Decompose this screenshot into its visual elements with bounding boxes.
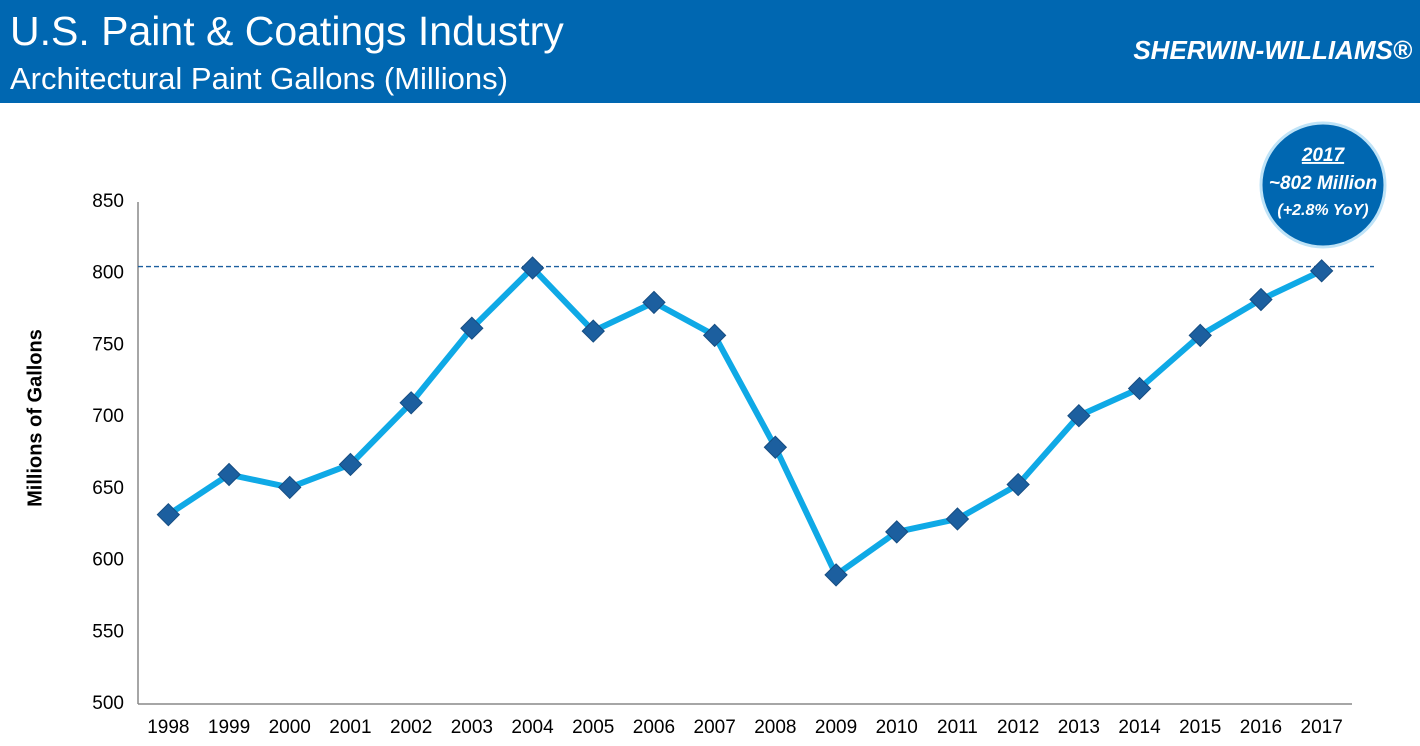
title: U.S. Paint & Coatings Industry [10, 8, 564, 54]
x-tick-label: 2004 [511, 717, 554, 738]
x-tick-label: 1998 [147, 717, 189, 738]
y-tick-label: 800 [92, 263, 124, 284]
data-point [763, 435, 788, 459]
annotation-change: (+2.8% YoY) [1277, 202, 1368, 219]
y-tick-label: 600 [92, 550, 124, 571]
y-tick-label: 850 [92, 191, 124, 212]
y-tick-label: 500 [92, 693, 124, 714]
data-point [217, 462, 241, 487]
x-tick-label: 2003 [451, 717, 493, 738]
header-band [0, 0, 1420, 103]
data-point [642, 290, 666, 315]
data-point [1127, 376, 1152, 401]
y-axis-label: Millions of Gallons [24, 329, 46, 507]
x-tick-label: 2012 [997, 717, 1039, 738]
data-point [1067, 404, 1091, 428]
data-point [581, 319, 605, 343]
x-tick-label: 2015 [1179, 717, 1221, 738]
x-tick-label: 1999 [208, 717, 250, 738]
subtitle: Architectural Paint Gallons (Millions) [10, 61, 508, 96]
x-tick-label: 2005 [572, 717, 614, 738]
x-tick-label: 2009 [815, 717, 857, 738]
annotation-value: ~802 Million [1269, 173, 1377, 194]
x-tick-label: 2006 [633, 717, 675, 738]
y-tick-label: 550 [92, 621, 124, 642]
annotation-bubble [1259, 121, 1387, 249]
data-point [1309, 259, 1334, 283]
data-point [824, 563, 848, 587]
data-point [460, 316, 484, 340]
data-point [1006, 472, 1030, 497]
x-tick-label: 2007 [694, 717, 736, 738]
x-tick-label: 2008 [754, 717, 796, 738]
x-tick-label: 2011 [937, 717, 978, 738]
data-point [278, 475, 302, 500]
data-point [885, 520, 909, 544]
data-point [1188, 323, 1212, 348]
data-point [156, 502, 181, 527]
x-tick-label: 2017 [1301, 717, 1343, 738]
annotation-year: 2017 [1301, 145, 1346, 166]
x-tick-label: 2010 [876, 717, 918, 738]
x-tick-label: 2001 [329, 717, 371, 738]
data-point [399, 391, 423, 415]
x-tick-label: 2014 [1118, 717, 1161, 738]
data-point [520, 256, 545, 280]
y-tick-label: 750 [92, 334, 124, 355]
data-point [1249, 287, 1273, 312]
data-point [945, 507, 970, 531]
y-tick-label: 700 [92, 406, 124, 427]
y-tick-label: 650 [92, 478, 124, 499]
x-tick-label: 2000 [269, 717, 311, 738]
brand-logo: SHERWIN-WILLIAMS® [1133, 35, 1412, 65]
data-point [338, 452, 363, 477]
x-tick-label: 2016 [1240, 717, 1282, 738]
data-point [702, 323, 727, 348]
x-tick-label: 2002 [390, 717, 432, 738]
line-series [166, 264, 1323, 578]
x-tick-label: 2013 [1058, 717, 1100, 738]
